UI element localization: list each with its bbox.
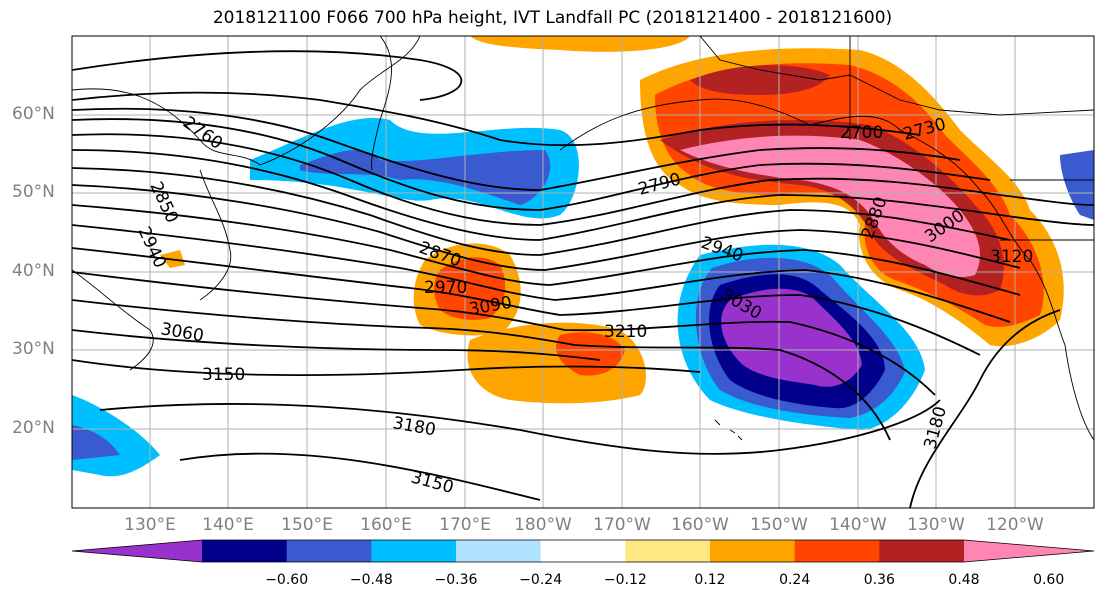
blue-shade <box>1060 150 1094 220</box>
colorbar-swatch <box>710 540 796 562</box>
colorbar-outline <box>71 539 1095 563</box>
lat-label: 30°N <box>12 339 55 359</box>
colorbar-tick-label: 0.36 <box>863 572 895 588</box>
colorbar-swatch <box>879 540 965 562</box>
hawaii <box>714 419 743 441</box>
colorbar-tick-label: 0.12 <box>694 572 726 588</box>
colorbar <box>71 539 1095 563</box>
lon-label: 170°W <box>593 515 651 535</box>
colorbar-tick-label: 0.24 <box>779 572 811 588</box>
lat-label: 50°N <box>12 182 55 202</box>
colorbar-swatch <box>794 540 880 562</box>
colorbar-tick-label: −0.12 <box>603 572 647 588</box>
lon-label: 140°W <box>829 515 887 535</box>
lon-label: 140°E <box>202 515 254 535</box>
lon-label: 120°W <box>986 515 1044 535</box>
contour-label: 3210 <box>604 322 647 342</box>
colorbar-tick-label: −0.60 <box>265 572 309 588</box>
colorbar-swatch <box>371 540 457 562</box>
contour-label: 2970 <box>424 278 467 298</box>
blue-shade <box>72 425 120 460</box>
colorbar-swatch <box>540 540 626 562</box>
lon-label: 150°W <box>750 515 808 535</box>
colorbar-swatch <box>625 540 711 562</box>
canada-inland <box>699 36 1094 116</box>
lon-label: 180°W <box>514 515 572 535</box>
contour-label: 3120 <box>990 247 1033 267</box>
colorbar-extend-min <box>72 540 202 562</box>
lat-label: 20°N <box>12 418 55 438</box>
lon-label: 130°W <box>907 515 965 535</box>
colorbar-swatch <box>202 540 288 562</box>
colorbar-tick-label: 0.48 <box>948 572 980 588</box>
colorbar-tick-label: 0.60 <box>1033 572 1065 588</box>
map-title: 2018121100 F066 700 hPa height, IVT Land… <box>212 8 893 28</box>
lon-label: 160°W <box>671 515 729 535</box>
red-shade <box>434 257 506 321</box>
china-coast <box>72 269 154 371</box>
colorbar-tick-label: −0.36 <box>434 572 478 588</box>
contour-label: 2700 <box>840 123 883 143</box>
asia-coast <box>72 36 421 166</box>
map-frame <box>71 35 1095 509</box>
colorbar-swatch <box>286 540 372 562</box>
height-contours <box>72 50 1094 508</box>
contour-label: 3150 <box>202 365 245 385</box>
darkred-shade <box>690 65 830 95</box>
ivt-shading-negative <box>72 118 1094 477</box>
lon-label: 160°E <box>360 515 412 535</box>
state-borders <box>1000 179 1094 241</box>
map-panel: 2760 2850 2940 2700 2730 2790 2880 3000 … <box>72 36 1094 508</box>
lon-label: 170°E <box>439 515 491 535</box>
colorbar-extend-max <box>964 540 1094 562</box>
america-coast <box>559 98 1094 441</box>
colorbar-tick-label: −0.48 <box>349 572 393 588</box>
orange-shade <box>470 36 690 52</box>
lat-label: 40°N <box>12 261 55 281</box>
colorbar-tick-label: −0.24 <box>519 572 563 588</box>
blue-shade <box>300 150 551 205</box>
lat-label: 60°N <box>12 104 55 124</box>
lon-label: 130°E <box>124 515 176 535</box>
purple-shade <box>721 288 862 387</box>
red-shade <box>556 332 625 376</box>
colorbar-swatch <box>456 540 542 562</box>
lon-label: 150°E <box>281 515 333 535</box>
